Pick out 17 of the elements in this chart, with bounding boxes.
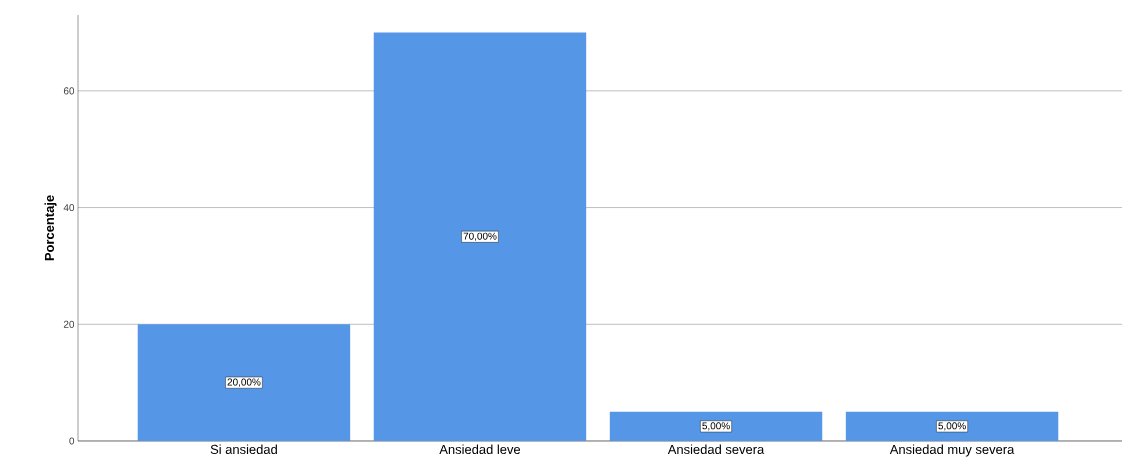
x-tick-label: Ansiedad severa — [667, 444, 765, 455]
x-tick-label: Ansiedad leve — [439, 444, 521, 455]
bar — [137, 324, 351, 441]
data-label: 5,00% — [938, 422, 966, 431]
bar — [609, 411, 823, 441]
x-tick-label: Ansiedad muy severa — [889, 444, 1015, 457]
y-tick-label: 20 — [63, 320, 75, 328]
y-tick-label: 60 — [63, 87, 75, 95]
y-axis-title: Porcentaje — [44, 195, 57, 261]
bar — [845, 411, 1059, 441]
data-label: 5,00% — [702, 422, 730, 431]
data-label: 70,00% — [463, 232, 497, 241]
data-label: 20,00% — [227, 378, 261, 387]
x-tick-label: Si ansiedad — [210, 444, 277, 455]
bar — [373, 32, 587, 441]
y-tick-label: 0 — [69, 437, 75, 445]
y-tick-label: 40 — [63, 204, 75, 212]
